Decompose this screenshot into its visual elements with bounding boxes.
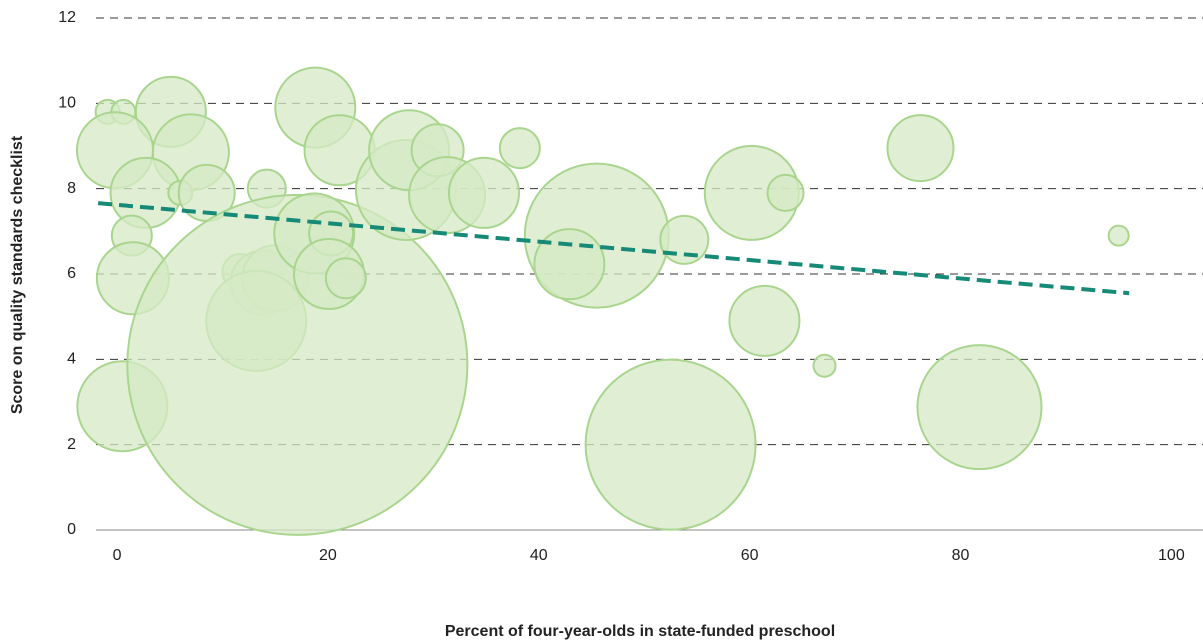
bubble — [659, 214, 710, 265]
x-axis-label: Percent of four-year-olds in state-funde… — [445, 623, 835, 640]
bubble — [533, 228, 606, 301]
bubble — [1107, 224, 1130, 247]
bubble — [766, 173, 805, 212]
bubble — [812, 353, 837, 378]
trend-line — [97, 201, 1130, 296]
bubble — [324, 257, 367, 300]
y-tick-label: 8 — [67, 180, 76, 197]
bubble — [126, 193, 469, 536]
y-tick-label: 4 — [67, 351, 76, 368]
x-tick-label: 100 — [1158, 547, 1185, 564]
bubble — [584, 358, 757, 531]
y-tick-label: 10 — [58, 95, 76, 112]
x-tick-label: 60 — [741, 547, 759, 564]
x-tick-label: 0 — [113, 547, 122, 564]
x-tick-label: 80 — [952, 547, 970, 564]
y-tick-label: 6 — [67, 265, 76, 282]
y-tick-label: 12 — [58, 9, 76, 26]
x-tick-label: 40 — [530, 547, 548, 564]
y-tick-label: 0 — [67, 521, 76, 538]
bubble — [447, 156, 520, 229]
bubble — [886, 114, 955, 183]
x-tick-label: 20 — [319, 547, 337, 564]
bubble — [916, 344, 1043, 471]
y-axis-label: Score on quality standards checklist — [9, 135, 26, 414]
bubble — [498, 127, 541, 170]
y-tick-label: 2 — [67, 436, 76, 453]
bubble — [728, 284, 801, 357]
